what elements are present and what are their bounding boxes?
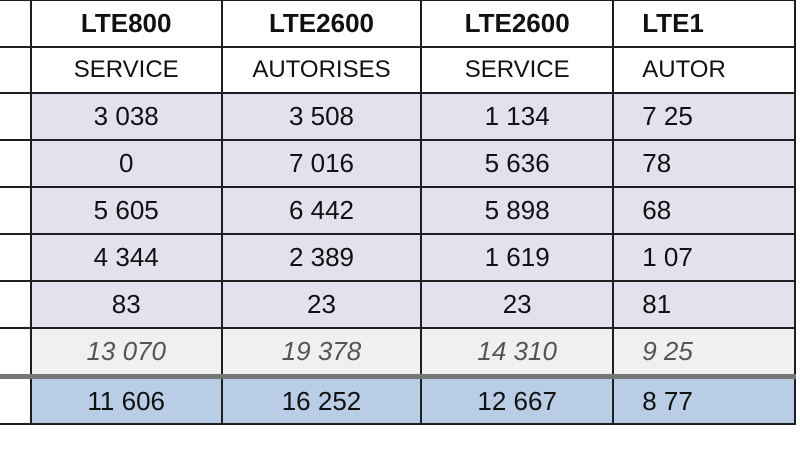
summary-cell: 16 252: [220, 374, 423, 425]
table-cell: 1 134: [420, 92, 615, 141]
row-label-cell: [0, 139, 32, 188]
total-cell: 13 070: [29, 327, 223, 378]
table-cell: 68: [612, 186, 796, 235]
table-cell: 4 344: [29, 233, 223, 282]
header-cell: AUTORISES: [220, 46, 423, 94]
total-cell: 14 310: [420, 327, 615, 378]
total-cell: 19 378: [220, 327, 423, 378]
table-cell: 5 605: [29, 186, 223, 235]
table-cell: 23: [220, 280, 423, 329]
table-cell: 1 619: [420, 233, 615, 282]
table-cell: 7 25: [612, 92, 796, 141]
header-cell: LTE2600: [220, 0, 423, 48]
table-cell: 23: [420, 280, 615, 329]
row-label-cell: [0, 46, 32, 94]
table-row: 5 605 6 442 5 898 68: [0, 186, 796, 235]
header-row-status: SERVICE AUTORISES SERVICE AUTOR: [0, 46, 796, 94]
summary-cell: 12 667: [420, 374, 615, 425]
total-row: 13 070 19 378 14 310 9 25: [0, 327, 796, 378]
table-cell: 78: [612, 139, 796, 188]
lte-sites-table: LTE800 LTE2600 LTE2600 LTE1 SERVICE AUTO…: [0, 0, 796, 425]
header-cell: SERVICE: [29, 46, 223, 94]
row-label-cell: [0, 92, 32, 141]
table-cell: 7 016: [220, 139, 423, 188]
row-label-cell: [0, 374, 32, 425]
header-row-band: LTE800 LTE2600 LTE2600 LTE1: [0, 0, 796, 48]
table-cell: 0: [29, 139, 223, 188]
row-label-cell: [0, 186, 32, 235]
row-label-cell: [0, 233, 32, 282]
table-cell: 83: [29, 280, 223, 329]
header-cell: LTE800: [29, 0, 223, 48]
header-cell: LTE1: [612, 0, 796, 48]
row-label-cell: [0, 280, 32, 329]
table-cell: 5 898: [420, 186, 615, 235]
header-cell: LTE2600: [420, 0, 615, 48]
row-label-cell: [0, 327, 32, 378]
table-row: 3 038 3 508 1 134 7 25: [0, 92, 796, 141]
table-row: 0 7 016 5 636 78: [0, 139, 796, 188]
summary-cell: 11 606: [29, 374, 223, 425]
table-row: 4 344 2 389 1 619 1 07: [0, 233, 796, 282]
table-cell: 3 038: [29, 92, 223, 141]
total-cell: 9 25: [612, 327, 796, 378]
header-cell: SERVICE: [420, 46, 615, 94]
header-cell: AUTOR: [612, 46, 796, 94]
summary-row: 11 606 16 252 12 667 8 77: [0, 374, 796, 425]
table-cell: 5 636: [420, 139, 615, 188]
table-cell: 6 442: [220, 186, 423, 235]
table-row: 83 23 23 81: [0, 280, 796, 329]
row-label-cell: [0, 0, 32, 48]
table-cell: 1 07: [612, 233, 796, 282]
table-cell: 81: [612, 280, 796, 329]
table-cell: 3 508: [220, 92, 423, 141]
summary-cell: 8 77: [612, 374, 796, 425]
table-cell: 2 389: [220, 233, 423, 282]
